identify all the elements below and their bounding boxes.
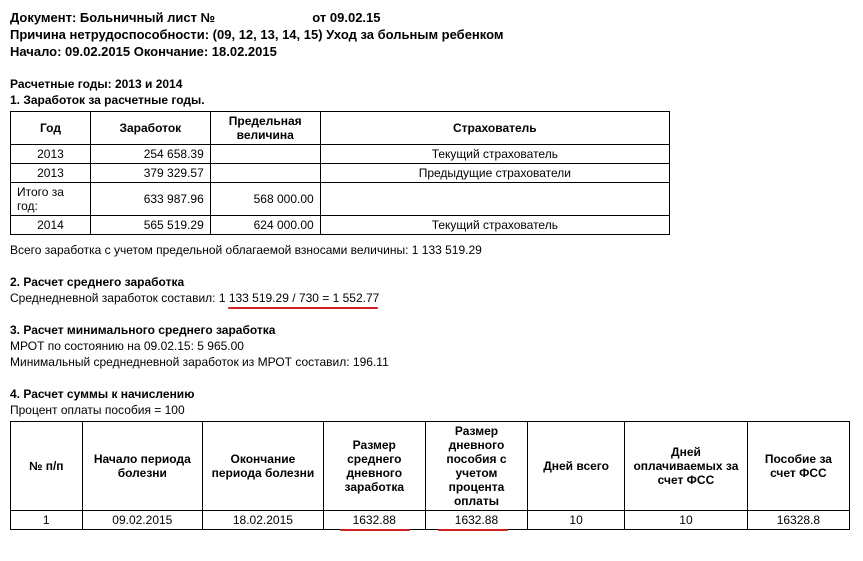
total-earnings-line: Всего заработка с учетом предельной обла…: [10, 243, 853, 257]
col-daily-benefit: Размер дневного пособия с учетом процент…: [425, 422, 527, 511]
section2-title: 2. Расчет среднего заработка: [10, 275, 853, 289]
cell-year: 2013: [11, 164, 91, 183]
cell-limit: 568 000.00: [210, 183, 320, 216]
section4-title: 4. Расчет суммы к начислению: [10, 387, 853, 401]
end-date: Окончание: 18.02.2015: [134, 44, 277, 59]
section1-title: 1. Заработок за расчетные годы.: [10, 93, 853, 107]
cell-start: 09.02.2015: [82, 511, 203, 530]
table-header-row: № п/п Начало периода болезни Окончание п…: [11, 422, 850, 511]
cell-insurer: Предыдущие страхователи: [320, 164, 669, 183]
cell-year: 2014: [11, 216, 91, 235]
daily-avg-line: Среднедневной заработок составил: 1 133 …: [10, 291, 853, 305]
cell-year: 2013: [11, 145, 91, 164]
min-daily-line: Минимальный среднедневной заработок из М…: [10, 355, 853, 369]
mrot-line: МРОТ по состоянию на 09.02.15: 5 965.00: [10, 339, 853, 353]
table-row: Итого за год: 633 987.96 568 000.00: [11, 183, 670, 216]
col-end: Окончание периода болезни: [203, 422, 324, 511]
col-limit: Предельная величина: [210, 112, 320, 145]
col-insurer: Страхователь: [320, 112, 669, 145]
col-earnings: Заработок: [90, 112, 210, 145]
years-line: Расчетные годы: 2013 и 2014: [10, 77, 853, 91]
table-row: 2013 379 329.57 Предыдущие страхователи: [11, 164, 670, 183]
cell-limit: [210, 145, 320, 164]
cell-insurer: Текущий страхователь: [320, 216, 669, 235]
red-underline-icon: [340, 529, 410, 531]
col-year: Год: [11, 112, 91, 145]
cell-num: 1: [11, 511, 83, 530]
cell-days-fss: 10: [625, 511, 748, 530]
table-row: 2013 254 658.39 Текущий страхователь: [11, 145, 670, 164]
reason-line: Причина нетрудоспособности: (09, 12, 13,…: [10, 27, 853, 42]
cell-year: Итого за год:: [11, 183, 91, 216]
cell-insurer: [320, 183, 669, 216]
red-underline-icon: [228, 307, 378, 309]
percent-line: Процент оплаты пособия = 100: [10, 403, 853, 417]
cell-limit: [210, 164, 320, 183]
earnings-table: Год Заработок Предельная величина Страхо…: [10, 111, 670, 235]
table-header-row: Год Заработок Предельная величина Страхо…: [11, 112, 670, 145]
cell-earnings: 565 519.29: [90, 216, 210, 235]
cell-daily-benefit: 1632.88: [425, 511, 527, 530]
doc-from: от 09.02.15: [312, 10, 380, 25]
cell-benefit-fss: 16328.8: [747, 511, 849, 530]
doc-label: Документ: Больничный лист №: [10, 10, 215, 25]
table-row: 1 09.02.2015 18.02.2015 1632.88 1632.88 …: [11, 511, 850, 530]
cell-insurer: Текущий страхователь: [320, 145, 669, 164]
col-daily-avg: Размер среднего дневного заработка: [323, 422, 425, 511]
cell-days-total: 10: [528, 511, 625, 530]
table-row: 2014 565 519.29 624 000.00 Текущий страх…: [11, 216, 670, 235]
cell-limit: 624 000.00: [210, 216, 320, 235]
col-days-total: Дней всего: [528, 422, 625, 511]
start-date: Начало: 09.02.2015: [10, 44, 130, 59]
col-benefit-fss: Пособие за счет ФСС: [747, 422, 849, 511]
cell-earnings: 254 658.39: [90, 145, 210, 164]
cell-daily-avg: 1632.88: [323, 511, 425, 530]
cell-earnings: 379 329.57: [90, 164, 210, 183]
red-underline-icon: [438, 529, 508, 531]
col-num: № п/п: [11, 422, 83, 511]
col-days-fss: Дней оплачиваемых за счет ФСС: [625, 422, 748, 511]
col-start: Начало периода болезни: [82, 422, 203, 511]
cell-earnings: 633 987.96: [90, 183, 210, 216]
section3-title: 3. Расчет минимального среднего заработк…: [10, 323, 853, 337]
cell-end: 18.02.2015: [203, 511, 324, 530]
calculation-table: № п/п Начало периода болезни Окончание п…: [10, 421, 850, 530]
